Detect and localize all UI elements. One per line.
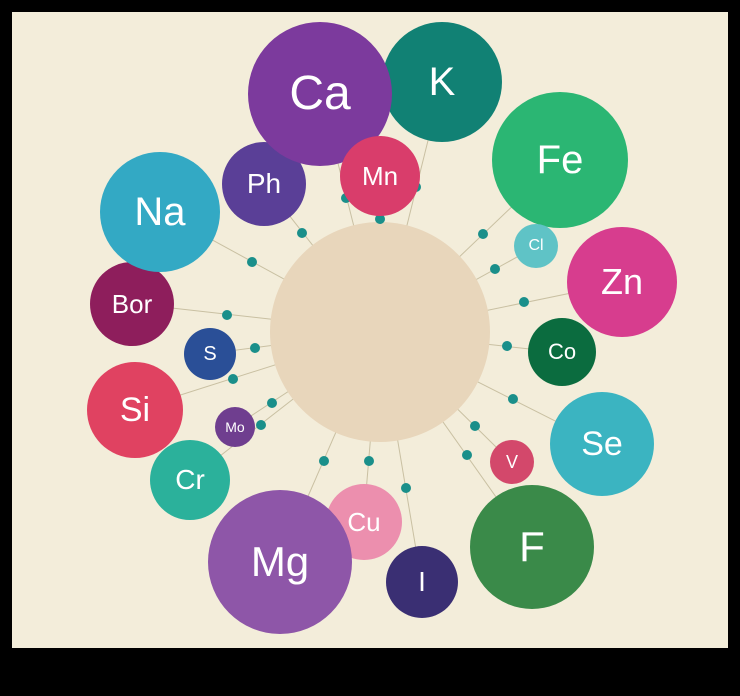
- element-si: Si: [87, 362, 183, 458]
- element-mo: Mo: [215, 407, 255, 447]
- element-label-cl: Cl: [528, 238, 543, 254]
- element-k: K: [382, 22, 502, 142]
- stage: K Fe Cl Zn Co Se V F I Cu Mg Cr Mo Si S Bor Na Ph Ca Mn: [0, 0, 740, 696]
- dot-mo: [267, 398, 277, 408]
- element-v: V: [490, 440, 534, 484]
- element-label-co: Co: [548, 341, 576, 363]
- element-label-cu: Cu: [347, 509, 380, 535]
- element-label-cr: Cr: [175, 466, 205, 494]
- dot-cu: [364, 456, 374, 466]
- element-mg: Mg: [208, 490, 352, 634]
- dot-f: [462, 450, 472, 460]
- element-label-zn: Zn: [601, 264, 643, 300]
- element-zn: Zn: [567, 227, 677, 337]
- element-label-si: Si: [120, 393, 150, 427]
- element-label-v: V: [506, 453, 518, 471]
- element-fe: Fe: [492, 92, 628, 228]
- element-bor: Bor: [90, 262, 174, 346]
- element-na: Na: [100, 152, 220, 272]
- dot-se: [508, 394, 518, 404]
- dot-co: [502, 341, 512, 351]
- dot-mg: [319, 456, 329, 466]
- dot-i: [401, 483, 411, 493]
- hub-circle: [270, 222, 490, 442]
- element-label-mg: Mg: [251, 541, 309, 583]
- element-label-i: I: [418, 568, 426, 596]
- element-label-ca: Ca: [289, 70, 350, 118]
- dot-zn: [519, 297, 529, 307]
- element-label-na: Na: [134, 192, 185, 232]
- element-cl: Cl: [514, 224, 558, 268]
- element-label-ph: Ph: [247, 170, 281, 198]
- dot-s: [250, 343, 260, 353]
- dot-ph: [297, 228, 307, 238]
- dot-cr: [256, 420, 266, 430]
- element-mn: Mn: [340, 136, 420, 216]
- element-label-f: F: [519, 526, 545, 568]
- diagram-canvas: K Fe Cl Zn Co Se V F I Cu Mg Cr Mo Si S Bor Na Ph Ca Mn: [10, 10, 730, 650]
- element-label-k: K: [429, 62, 456, 102]
- element-label-bor: Bor: [112, 291, 152, 317]
- element-co: Co: [528, 318, 596, 386]
- element-cr: Cr: [150, 440, 230, 520]
- element-label-s: S: [203, 344, 216, 364]
- element-label-se: Se: [581, 427, 623, 461]
- element-se: Se: [550, 392, 654, 496]
- element-f: F: [470, 485, 594, 609]
- dot-bor: [222, 310, 232, 320]
- element-label-mo: Mo: [225, 420, 244, 434]
- element-i: I: [386, 546, 458, 618]
- dot-fe: [478, 229, 488, 239]
- element-label-mn: Mn: [362, 163, 398, 189]
- element-s: S: [184, 328, 236, 380]
- dot-cl: [490, 264, 500, 274]
- dot-si: [228, 374, 238, 384]
- element-label-fe: Fe: [537, 140, 584, 180]
- dot-na: [247, 257, 257, 267]
